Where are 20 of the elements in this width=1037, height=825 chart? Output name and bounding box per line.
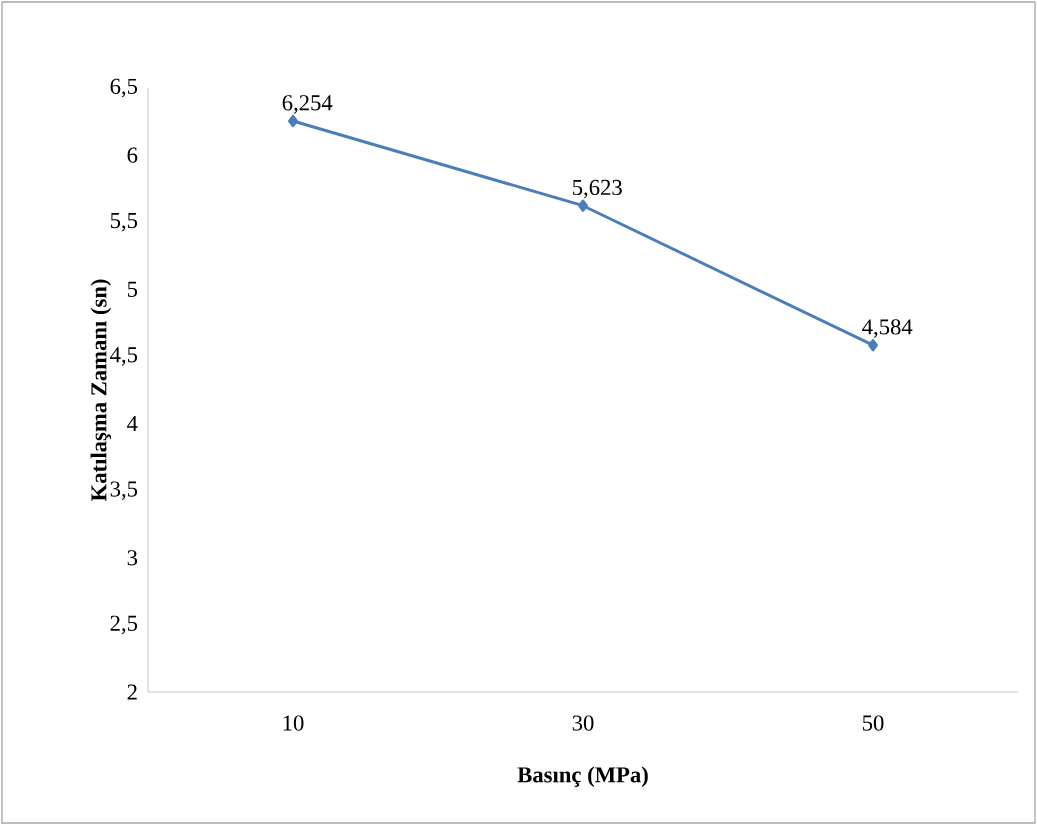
y-tick-label: 3 bbox=[127, 550, 138, 566]
text: 6,254 bbox=[282, 95, 333, 114]
x-axis-title: Basınç (MPa) bbox=[517, 766, 648, 788]
y-tick-label: 4 bbox=[127, 416, 138, 432]
y-tick-label: 4,5 bbox=[110, 347, 138, 366]
point bbox=[288, 114, 298, 128]
y-tick-label: 2,5 bbox=[110, 615, 138, 635]
x-tick-label: 30 bbox=[572, 715, 594, 731]
y-tick-label: 6,5 bbox=[110, 78, 138, 98]
point bbox=[868, 339, 878, 352]
x-tick-label: 50 bbox=[862, 715, 884, 731]
x-tick-label: 10 bbox=[283, 715, 304, 731]
y-tick-label: 6 bbox=[127, 147, 138, 163]
point bbox=[578, 199, 588, 212]
text: 4,584 bbox=[862, 319, 913, 338]
y-tick-label: 5,5 bbox=[110, 213, 138, 232]
y-tick-label: 5 bbox=[127, 281, 138, 297]
y-tick-label: 2 bbox=[127, 684, 137, 700]
y-tick-label: 3,5 bbox=[110, 481, 138, 500]
text: 5,623 bbox=[573, 179, 622, 199]
